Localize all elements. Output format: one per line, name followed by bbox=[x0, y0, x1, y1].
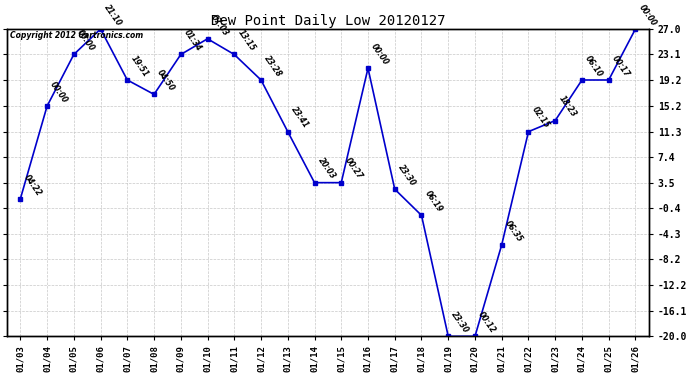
Text: 04:50: 04:50 bbox=[155, 68, 177, 93]
Text: 02:15: 02:15 bbox=[530, 105, 551, 130]
Text: 00:00: 00:00 bbox=[75, 28, 97, 53]
Text: 13:15: 13:15 bbox=[236, 28, 257, 53]
Text: 00:00: 00:00 bbox=[369, 42, 391, 67]
Text: 04:22: 04:22 bbox=[21, 173, 43, 198]
Text: Copyright 2012 Cartronics.com: Copyright 2012 Cartronics.com bbox=[10, 30, 144, 39]
Text: 19:51: 19:51 bbox=[128, 54, 150, 79]
Title: Dew Point Daily Low 20120127: Dew Point Daily Low 20120127 bbox=[210, 14, 445, 28]
Text: 23:30: 23:30 bbox=[396, 163, 417, 188]
Text: 00:00: 00:00 bbox=[637, 3, 658, 28]
Text: 20:03: 20:03 bbox=[316, 156, 337, 181]
Text: 00:12: 00:12 bbox=[476, 310, 497, 335]
Text: 23:30: 23:30 bbox=[450, 310, 471, 335]
Text: 07:03: 07:03 bbox=[209, 13, 230, 38]
Text: 06:35: 06:35 bbox=[503, 219, 524, 243]
Text: 06:10: 06:10 bbox=[583, 54, 604, 79]
Text: 06:19: 06:19 bbox=[423, 189, 444, 214]
Text: 00:00: 00:00 bbox=[48, 80, 70, 105]
Text: 00:27: 00:27 bbox=[343, 156, 364, 181]
Text: 01:34: 01:34 bbox=[182, 28, 204, 53]
Text: 00:17: 00:17 bbox=[610, 54, 631, 79]
Text: 18:23: 18:23 bbox=[557, 94, 578, 119]
Text: 21:10: 21:10 bbox=[102, 3, 123, 28]
Text: 23:28: 23:28 bbox=[262, 54, 284, 79]
Text: 23:41: 23:41 bbox=[289, 105, 311, 130]
